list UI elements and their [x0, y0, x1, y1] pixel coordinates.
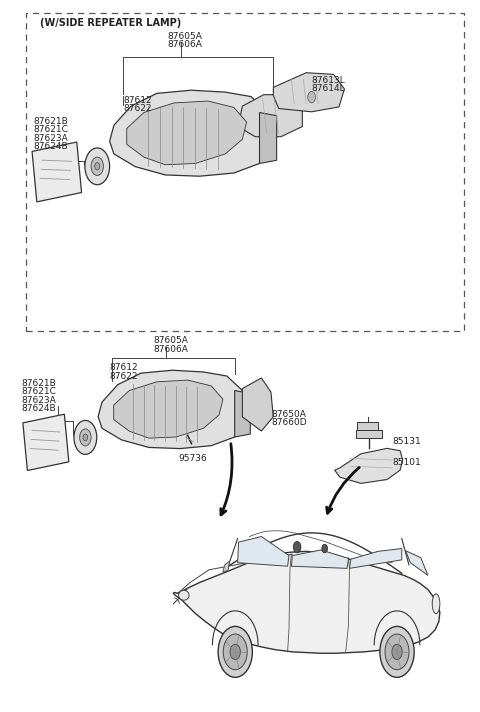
Circle shape — [80, 429, 91, 446]
Circle shape — [74, 420, 97, 454]
Text: 95736: 95736 — [178, 454, 207, 463]
Ellipse shape — [179, 590, 189, 600]
Text: 87621B: 87621B — [21, 379, 56, 387]
FancyBboxPatch shape — [356, 431, 382, 439]
Text: 87613L: 87613L — [312, 75, 345, 85]
Text: 87623A: 87623A — [33, 134, 68, 142]
Text: 87622: 87622 — [123, 104, 152, 113]
Text: 87605A: 87605A — [168, 32, 203, 41]
Text: 87650A: 87650A — [271, 410, 306, 419]
Polygon shape — [242, 378, 273, 431]
Circle shape — [85, 148, 109, 184]
Circle shape — [322, 544, 327, 553]
Polygon shape — [291, 550, 348, 568]
Circle shape — [218, 627, 252, 677]
Circle shape — [230, 644, 240, 659]
Text: 87606A: 87606A — [168, 41, 203, 49]
Text: 87621B: 87621B — [33, 117, 68, 126]
Polygon shape — [23, 414, 69, 471]
Polygon shape — [223, 561, 229, 572]
Polygon shape — [406, 550, 428, 575]
FancyBboxPatch shape — [357, 422, 378, 432]
Polygon shape — [173, 551, 440, 654]
Circle shape — [223, 634, 247, 670]
Ellipse shape — [432, 594, 440, 614]
Circle shape — [91, 157, 103, 175]
Circle shape — [293, 541, 301, 553]
Polygon shape — [98, 370, 250, 449]
Circle shape — [380, 627, 414, 677]
Polygon shape — [32, 142, 82, 202]
Text: 85131: 85131 — [392, 437, 421, 446]
Circle shape — [83, 434, 88, 441]
Text: 87622: 87622 — [109, 372, 138, 381]
Text: 85101: 85101 — [392, 458, 421, 467]
Polygon shape — [238, 95, 302, 137]
Text: 87624B: 87624B — [21, 404, 56, 413]
Polygon shape — [335, 449, 403, 483]
Text: 87605A: 87605A — [154, 336, 189, 345]
Polygon shape — [273, 73, 345, 112]
Text: 87660D: 87660D — [271, 418, 307, 427]
Text: 87614L: 87614L — [312, 84, 345, 93]
Polygon shape — [114, 380, 223, 438]
Polygon shape — [260, 112, 276, 164]
Circle shape — [385, 634, 409, 670]
Bar — [26, 13, 464, 331]
Polygon shape — [109, 90, 276, 176]
Text: 87621C: 87621C — [21, 387, 56, 396]
Text: 87606A: 87606A — [154, 345, 189, 354]
Text: 87621C: 87621C — [33, 125, 68, 135]
Polygon shape — [127, 101, 247, 164]
Text: 87623A: 87623A — [21, 396, 56, 404]
Text: 87624B: 87624B — [33, 142, 68, 151]
Polygon shape — [235, 391, 250, 437]
Text: 87612: 87612 — [109, 363, 138, 372]
Circle shape — [392, 644, 402, 659]
Text: (W/SIDE REPEATER LAMP): (W/SIDE REPEATER LAMP) — [40, 18, 181, 28]
Polygon shape — [238, 537, 289, 566]
Polygon shape — [349, 548, 402, 568]
Circle shape — [95, 162, 100, 170]
Text: 87612: 87612 — [123, 95, 152, 105]
Circle shape — [308, 91, 315, 103]
